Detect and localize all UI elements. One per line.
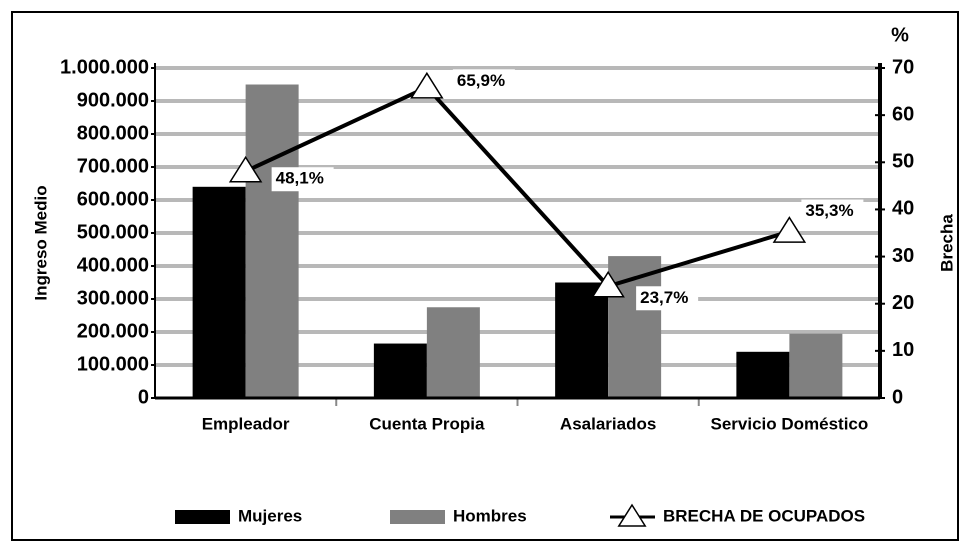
bar: [373, 343, 427, 398]
y2-tick-label: 60: [892, 103, 914, 125]
marker: [228, 155, 263, 183]
y2-unit: %: [891, 24, 909, 46]
y2-tick-label: 10: [892, 339, 914, 361]
y2-tick-label: 40: [892, 198, 914, 220]
legend-label: Mujeres: [238, 506, 302, 525]
data-label: 48,1%: [276, 169, 324, 188]
y-tick-label: 500.000: [77, 221, 149, 243]
legend-swatch: [390, 510, 445, 524]
marker: [591, 270, 625, 298]
line: [244, 84, 790, 289]
y2-axis-title: Brecha: [937, 214, 956, 272]
y-axis-title: Ingreso Medio: [31, 185, 50, 300]
label-bg: [452, 69, 515, 94]
legend-label: Hombres: [453, 506, 527, 525]
data-label: 23,7%: [640, 288, 688, 307]
label-bg: [636, 286, 699, 311]
y2-tick-label: 70: [892, 56, 914, 78]
y-tick-label: 400.000: [77, 254, 149, 276]
marker: [772, 216, 807, 243]
y-tick-label: 600.000: [77, 188, 149, 210]
y-tick-label: 800.000: [77, 122, 149, 144]
bar: [426, 307, 480, 398]
marker: [410, 71, 444, 99]
legend-marker: [617, 503, 647, 527]
y-tick-label: 1.000.000: [60, 56, 149, 78]
x-tick-label: Empleador: [202, 414, 290, 433]
label-bg: [271, 167, 334, 192]
y2-tick-label: 20: [892, 292, 914, 314]
y-tick-label: 200.000: [77, 320, 149, 342]
legend-swatch: [175, 510, 230, 524]
y-tick-label: 100.000: [77, 353, 149, 375]
y-tick-label: 700.000: [77, 155, 149, 177]
bar: [555, 282, 609, 398]
y2-tick-label: 30: [892, 245, 914, 267]
y-tick-label: 0: [138, 386, 149, 408]
legend-label: BRECHA DE OCUPADOS: [663, 506, 865, 525]
x-tick-label: Asalariados: [560, 414, 656, 433]
y2-tick-label: 50: [892, 151, 914, 173]
bar: [736, 351, 790, 398]
y2-tick-label: 0: [892, 386, 903, 408]
bar: [192, 186, 246, 398]
x-tick-label: Cuenta Propia: [369, 414, 485, 433]
bar: [789, 333, 843, 398]
label-bg: [801, 199, 864, 224]
y-tick-label: 900.000: [77, 89, 149, 111]
bar: [245, 84, 299, 398]
x-tick-label: Servicio Doméstico: [710, 414, 868, 433]
data-label: 65,9%: [457, 71, 505, 90]
y-tick-label: 300.000: [77, 287, 149, 309]
data-label: 35,3%: [805, 201, 853, 220]
